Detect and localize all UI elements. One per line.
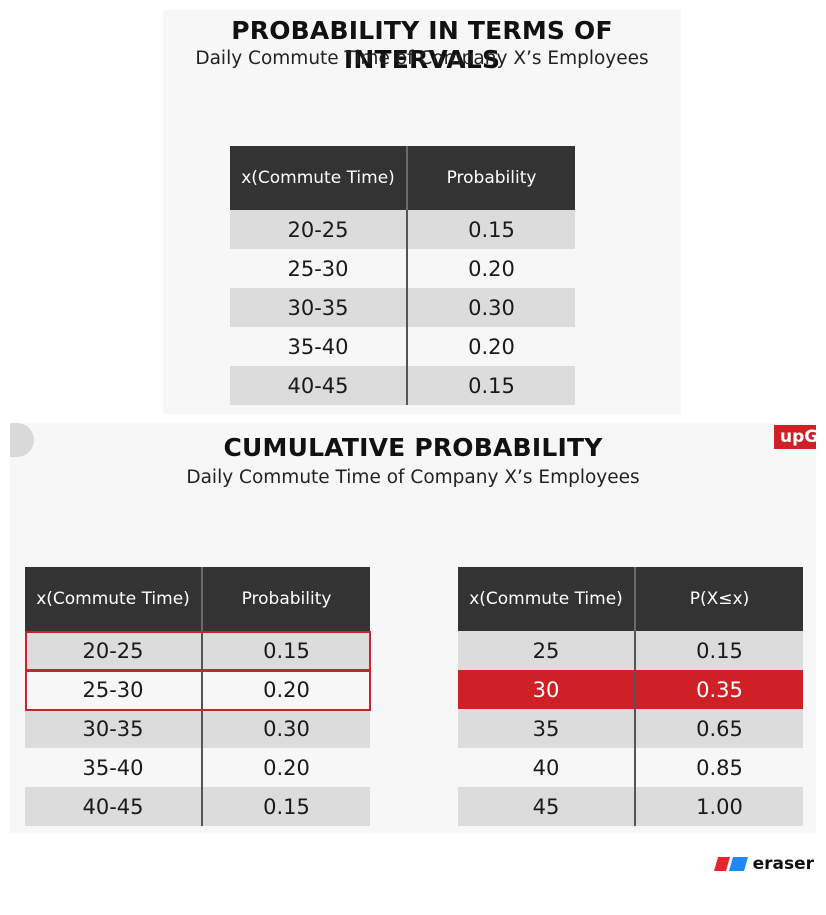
x-value-cell: 45 <box>458 787 636 826</box>
interval-cell: 25-30 <box>230 249 408 288</box>
column-header: x(Commute Time) <box>230 146 408 210</box>
cumulative-probability-cell: 1.00 <box>635 787 803 826</box>
interval-cell: 30-35 <box>230 288 408 327</box>
eraser-wordmark: eraser <box>752 854 814 874</box>
interval-cell: 35-40 <box>230 327 408 366</box>
cumulative-probability-cell: 0.35 <box>635 670 803 709</box>
table-row: 45 1.00 <box>458 787 803 826</box>
column-header: Probability <box>202 567 370 631</box>
probability-cell: 0.30 <box>407 288 575 327</box>
slide-subtitle: Daily Commute Time of Company X’s Employ… <box>195 48 649 69</box>
table-row: 25-30 0.20 <box>25 670 370 709</box>
eraser-watermark: eraser <box>713 853 814 875</box>
table-row: 40-45 0.15 <box>230 366 575 405</box>
interval-cell: 40-45 <box>230 366 408 405</box>
table-row: 20-25 0.15 <box>25 631 370 670</box>
probability-cell: 0.30 <box>202 709 370 748</box>
interval-cell: 40-45 <box>25 787 203 826</box>
table-row: 35-40 0.20 <box>25 748 370 787</box>
interval-cell: 35-40 <box>25 748 203 787</box>
cumulative-probability-cell: 0.85 <box>635 748 803 787</box>
interval-cell: 20-25 <box>25 631 203 670</box>
table-header-row: x(Commute Time) Probability <box>230 146 575 210</box>
table-row: 25-30 0.20 <box>230 249 575 288</box>
slide-probability-intervals: PROBABILITY IN TERMS OF INTERVALS Daily … <box>163 10 681 414</box>
table-header-row: x(Commute Time) Probability <box>25 567 370 631</box>
probability-cell: 0.20 <box>407 327 575 366</box>
x-value-cell: 35 <box>458 709 636 748</box>
table-row: 40-45 0.15 <box>25 787 370 826</box>
x-value-cell: 30 <box>458 670 636 709</box>
slide-subtitle: Daily Commute Time of Company X’s Employ… <box>186 467 640 488</box>
probability-cell: 0.20 <box>202 670 370 709</box>
probability-cell: 0.20 <box>407 249 575 288</box>
cumulative-probability-cell: 0.65 <box>635 709 803 748</box>
table-row: 30-35 0.30 <box>25 709 370 748</box>
slide-cumulative-probability: upG CUMULATIVE PROBABILITY Daily Commute… <box>10 423 816 833</box>
probability-cell: 0.15 <box>407 210 575 249</box>
table-header-row: x(Commute Time) P(X≤x) <box>458 567 803 631</box>
table-row: 20-25 0.15 <box>230 210 575 249</box>
probability-cell: 0.20 <box>202 748 370 787</box>
interval-cell: 20-25 <box>230 210 408 249</box>
upgrad-logo: upG <box>774 425 816 449</box>
column-header: x(Commute Time) <box>25 567 203 631</box>
probability-cell: 0.15 <box>407 366 575 405</box>
probability-cell: 0.15 <box>202 631 370 670</box>
x-value-cell: 25 <box>458 631 636 670</box>
interval-cell: 25-30 <box>25 670 203 709</box>
slide-title: CUMULATIVE PROBABILITY <box>223 433 603 462</box>
probability-cell: 0.15 <box>202 787 370 826</box>
column-header: x(Commute Time) <box>458 567 636 631</box>
cumulative-probability-cell: 0.15 <box>635 631 803 670</box>
table-row: 35 0.65 <box>458 709 803 748</box>
table-row: 40 0.85 <box>458 748 803 787</box>
interval-cell: 30-35 <box>25 709 203 748</box>
column-header: P(X≤x) <box>635 567 803 631</box>
column-header: Probability <box>407 146 575 210</box>
table-row: 30-35 0.30 <box>230 288 575 327</box>
interval-probability-table: x(Commute Time) Probability 20-25 0.15 2… <box>25 567 370 826</box>
eraser-logo-icon <box>713 857 748 871</box>
table-row: 35-40 0.20 <box>230 327 575 366</box>
table-row: 25 0.15 <box>458 631 803 670</box>
x-value-cell: 40 <box>458 748 636 787</box>
slide-title: PROBABILITY IN TERMS OF INTERVALS <box>231 16 613 74</box>
highlighted-table-row: 30 0.35 <box>458 670 803 709</box>
interval-probability-table: x(Commute Time) Probability 20-25 0.15 2… <box>230 146 575 405</box>
cumulative-probability-table: x(Commute Time) P(X≤x) 25 0.15 30 0.35 3… <box>458 567 803 826</box>
